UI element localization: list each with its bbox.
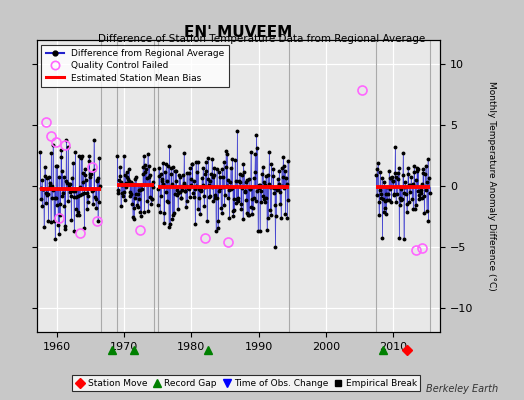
Title: EN' MUVEEM: EN' MUVEEM bbox=[184, 25, 292, 40]
Legend: Difference from Regional Average, Quality Control Failed, Estimated Station Mean: Difference from Regional Average, Qualit… bbox=[41, 44, 229, 87]
Legend: Station Move, Record Gap, Time of Obs. Change, Empirical Break: Station Move, Record Gap, Time of Obs. C… bbox=[72, 375, 420, 392]
Y-axis label: Monthly Temperature Anomaly Difference (°C): Monthly Temperature Anomaly Difference (… bbox=[487, 81, 496, 291]
Text: Difference of Station Temperature Data from Regional Average: Difference of Station Temperature Data f… bbox=[99, 34, 425, 44]
Text: Berkeley Earth: Berkeley Earth bbox=[425, 384, 498, 394]
